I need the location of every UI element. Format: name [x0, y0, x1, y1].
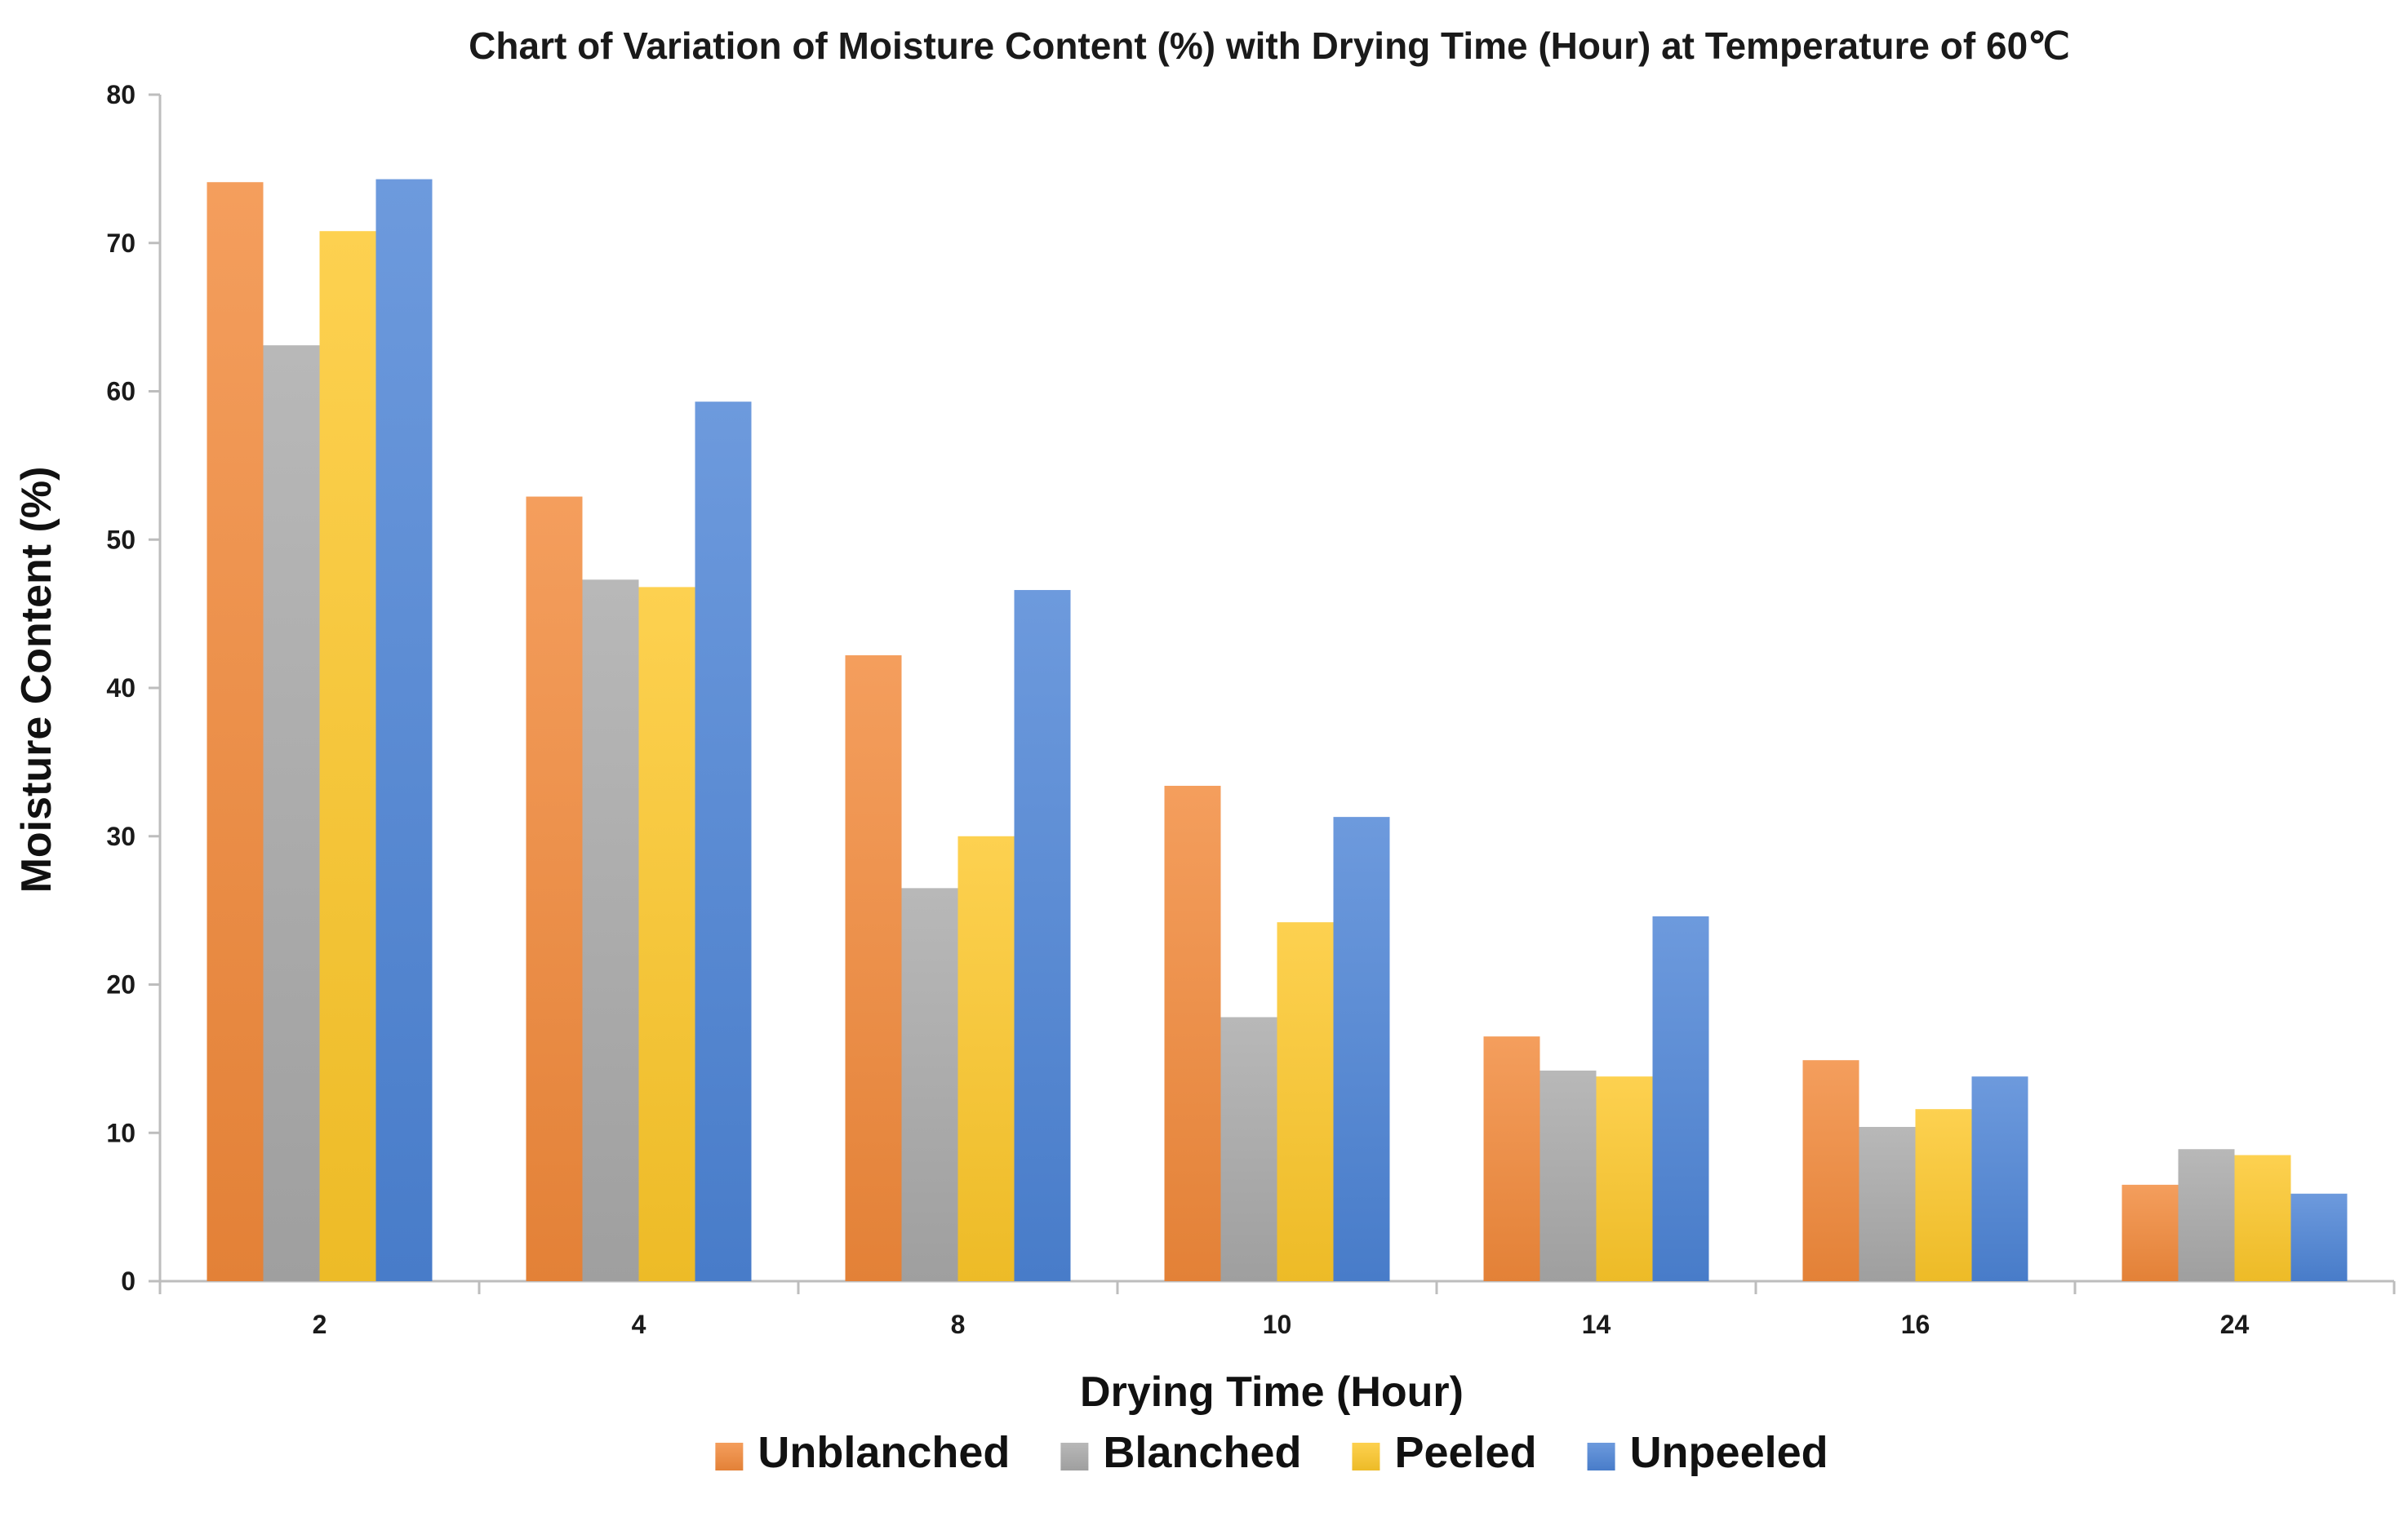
bar-blanched-2: [263, 345, 320, 1282]
bar-unblanched-10: [1164, 785, 1221, 1281]
bars: [207, 179, 2348, 1282]
bar-unblanched-14: [1483, 1036, 1540, 1281]
legend-label: Blanched: [1103, 1428, 1301, 1477]
legend-swatch: [715, 1443, 744, 1470]
bar-unpeeled-2: [375, 179, 433, 1281]
bar-unblanched-8: [845, 655, 902, 1281]
bar-unpeeled-14: [1652, 916, 1709, 1281]
legend-swatch: [1060, 1443, 1089, 1470]
legend-swatch: [1352, 1443, 1380, 1470]
y-tick-label: 50: [106, 525, 136, 554]
bar-blanched-10: [1220, 1017, 1277, 1281]
bar-unpeeled-10: [1333, 817, 1390, 1281]
y-tick-label: 80: [106, 80, 136, 109]
bar-peeled-10: [1277, 922, 1334, 1281]
legend-item-unblanched: Unblanched: [715, 1428, 1010, 1477]
x-tick-label: 14: [1582, 1310, 1611, 1339]
bar-peeled-8: [957, 836, 1015, 1281]
bar-unblanched-2: [207, 182, 264, 1281]
y-tick-label: 60: [106, 377, 136, 406]
bar-unblanched-4: [526, 496, 583, 1281]
bar-blanched-8: [901, 888, 958, 1281]
y-axis: 0 10 20 30 40 50 60 70 80: [106, 80, 162, 1296]
y-tick-label: 0: [121, 1266, 136, 1296]
bar-unpeeled-8: [1014, 590, 1071, 1281]
bar-unblanched-24: [2121, 1184, 2179, 1281]
chart-title: Chart of Variation of Moisture Content (…: [469, 24, 2070, 67]
legend-item-blanched: Blanched: [1060, 1428, 1301, 1477]
bar-blanched-14: [1539, 1070, 1597, 1281]
y-tick-label: 10: [106, 1118, 136, 1147]
x-axis-title: Drying Time (Hour): [1080, 1368, 1464, 1416]
bar-unblanched-16: [1802, 1060, 1859, 1281]
x-tick-label: 2: [313, 1310, 327, 1339]
bar-peeled-24: [2234, 1155, 2291, 1281]
legend-item-peeled: Peeled: [1352, 1428, 1537, 1477]
legend-swatch: [1587, 1443, 1615, 1470]
x-tick-label: 16: [1901, 1310, 1930, 1339]
legend-item-unpeeled: Unpeeled: [1587, 1428, 1828, 1477]
bar-peeled-16: [1915, 1109, 1972, 1281]
bar-unpeeled-16: [1971, 1076, 2028, 1281]
bar-peeled-2: [319, 231, 376, 1282]
bar-unpeeled-24: [2290, 1193, 2348, 1281]
x-tick-label: 8: [951, 1310, 966, 1339]
bar-peeled-4: [638, 587, 695, 1281]
y-axis-title: Moisture Content (%): [13, 467, 60, 894]
legend-label: Peeled: [1394, 1428, 1536, 1477]
bar-peeled-14: [1596, 1076, 1653, 1281]
x-tick-label: 4: [632, 1310, 646, 1339]
y-tick-label: 30: [106, 822, 136, 851]
y-tick-label: 20: [106, 970, 136, 1000]
bar-blanched-4: [582, 579, 639, 1281]
legend-label: Unpeeled: [1630, 1428, 1828, 1477]
bar-blanched-16: [1859, 1126, 1916, 1281]
x-tick-label: 24: [2220, 1310, 2250, 1339]
bar-unpeeled-4: [695, 401, 752, 1281]
y-tick-label: 40: [106, 673, 136, 703]
legend: Unblanched Blanched Peeled Unpeeled: [715, 1428, 1828, 1477]
legend-label: Unblanched: [757, 1428, 1010, 1477]
y-tick-label: 70: [106, 228, 136, 258]
x-tick-label: 10: [1263, 1310, 1292, 1339]
x-axis: 2 4 8 10 14 16 24: [158, 1280, 2396, 1339]
bar-blanched-24: [2178, 1149, 2235, 1281]
